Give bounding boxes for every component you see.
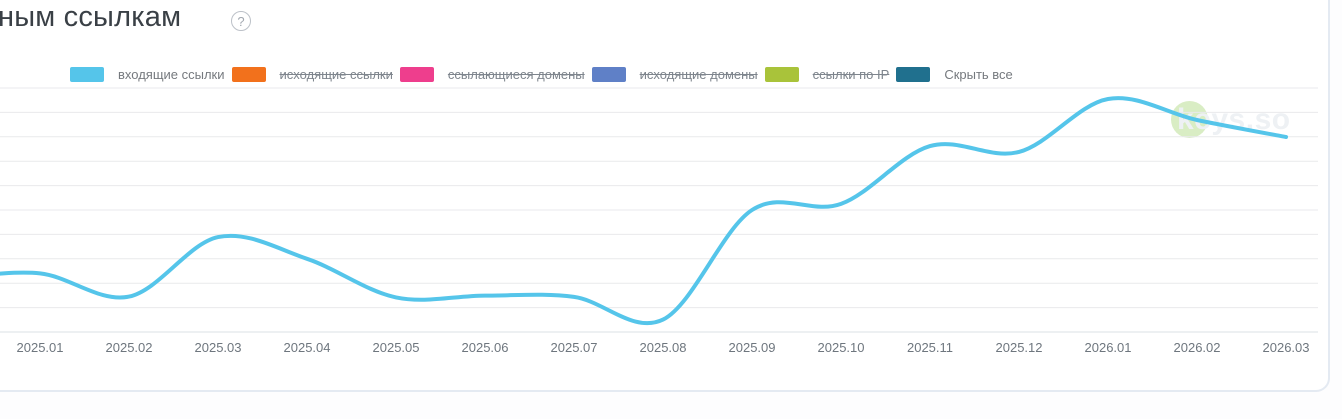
legend-item-outgoing-links[interactable]: исходящие ссылки (231, 66, 393, 82)
legend: входящие ссылки исходящие ссылки ссылающие… (70, 65, 1013, 83)
x-tick-label: 2026.01 (1084, 340, 1132, 355)
x-tick-label: 2025.10 (817, 340, 865, 355)
legend-label-links-by-ip: ссылки по IP (812, 66, 890, 82)
x-tick-label: 2025.03 (194, 340, 242, 355)
legend-swatch-links-by-ip (764, 66, 799, 82)
legend-item-links-by-ip[interactable]: ссылки по IP (764, 66, 890, 82)
page-title: ным ссылкам (0, 1, 182, 33)
legend-swatch-outgoing-domains (591, 66, 626, 82)
x-tick-label: 2026.03 (1262, 340, 1310, 355)
x-tick-label: 2025.08 (639, 340, 687, 355)
chart-card (0, 0, 1330, 392)
legend-label-outgoing-domains: исходящие домены (639, 66, 758, 82)
legend-item-hide-all[interactable]: Скрыть все (896, 66, 1013, 82)
help-icon[interactable]: ? (231, 11, 251, 31)
x-tick-label: 2025.06 (461, 340, 509, 355)
legend-label-outgoing-links: исходящие ссылки (279, 66, 393, 82)
gridlines (0, 87, 1318, 333)
legend-label-referring-domains: ссылающиеся домены (447, 66, 585, 82)
legend-swatch-referring-domains (399, 66, 434, 82)
legend-item-referring-domains[interactable]: ссылающиеся домены (399, 66, 585, 82)
legend-swatch-incoming-links (70, 66, 104, 82)
x-tick-label: 2025.04 (283, 340, 331, 355)
x-tick-label: 2025.05 (372, 340, 420, 355)
x-tick-label: 2025.02 (105, 340, 153, 355)
x-tick-label: 2025.09 (728, 340, 776, 355)
x-tick-label: 2025.11 (906, 340, 954, 355)
legend-swatch-hide-all (896, 66, 931, 82)
legend-swatch-outgoing-links (231, 66, 266, 82)
x-tick-label: 2025.07 (550, 340, 598, 355)
legend-label-hide-all: Скрыть все (944, 66, 1013, 82)
legend-item-incoming-links[interactable]: входящие ссылки (70, 66, 225, 82)
legend-label-incoming-links: входящие ссылки (118, 66, 225, 82)
x-tick-label: 2026.02 (1173, 340, 1221, 355)
series-line-incoming-links (0, 96, 1288, 326)
x-tick-label: 2025.01 (16, 340, 64, 355)
legend-item-outgoing-domains[interactable]: исходящие домены (591, 66, 758, 82)
x-tick-label: 2025.12 (995, 340, 1043, 355)
